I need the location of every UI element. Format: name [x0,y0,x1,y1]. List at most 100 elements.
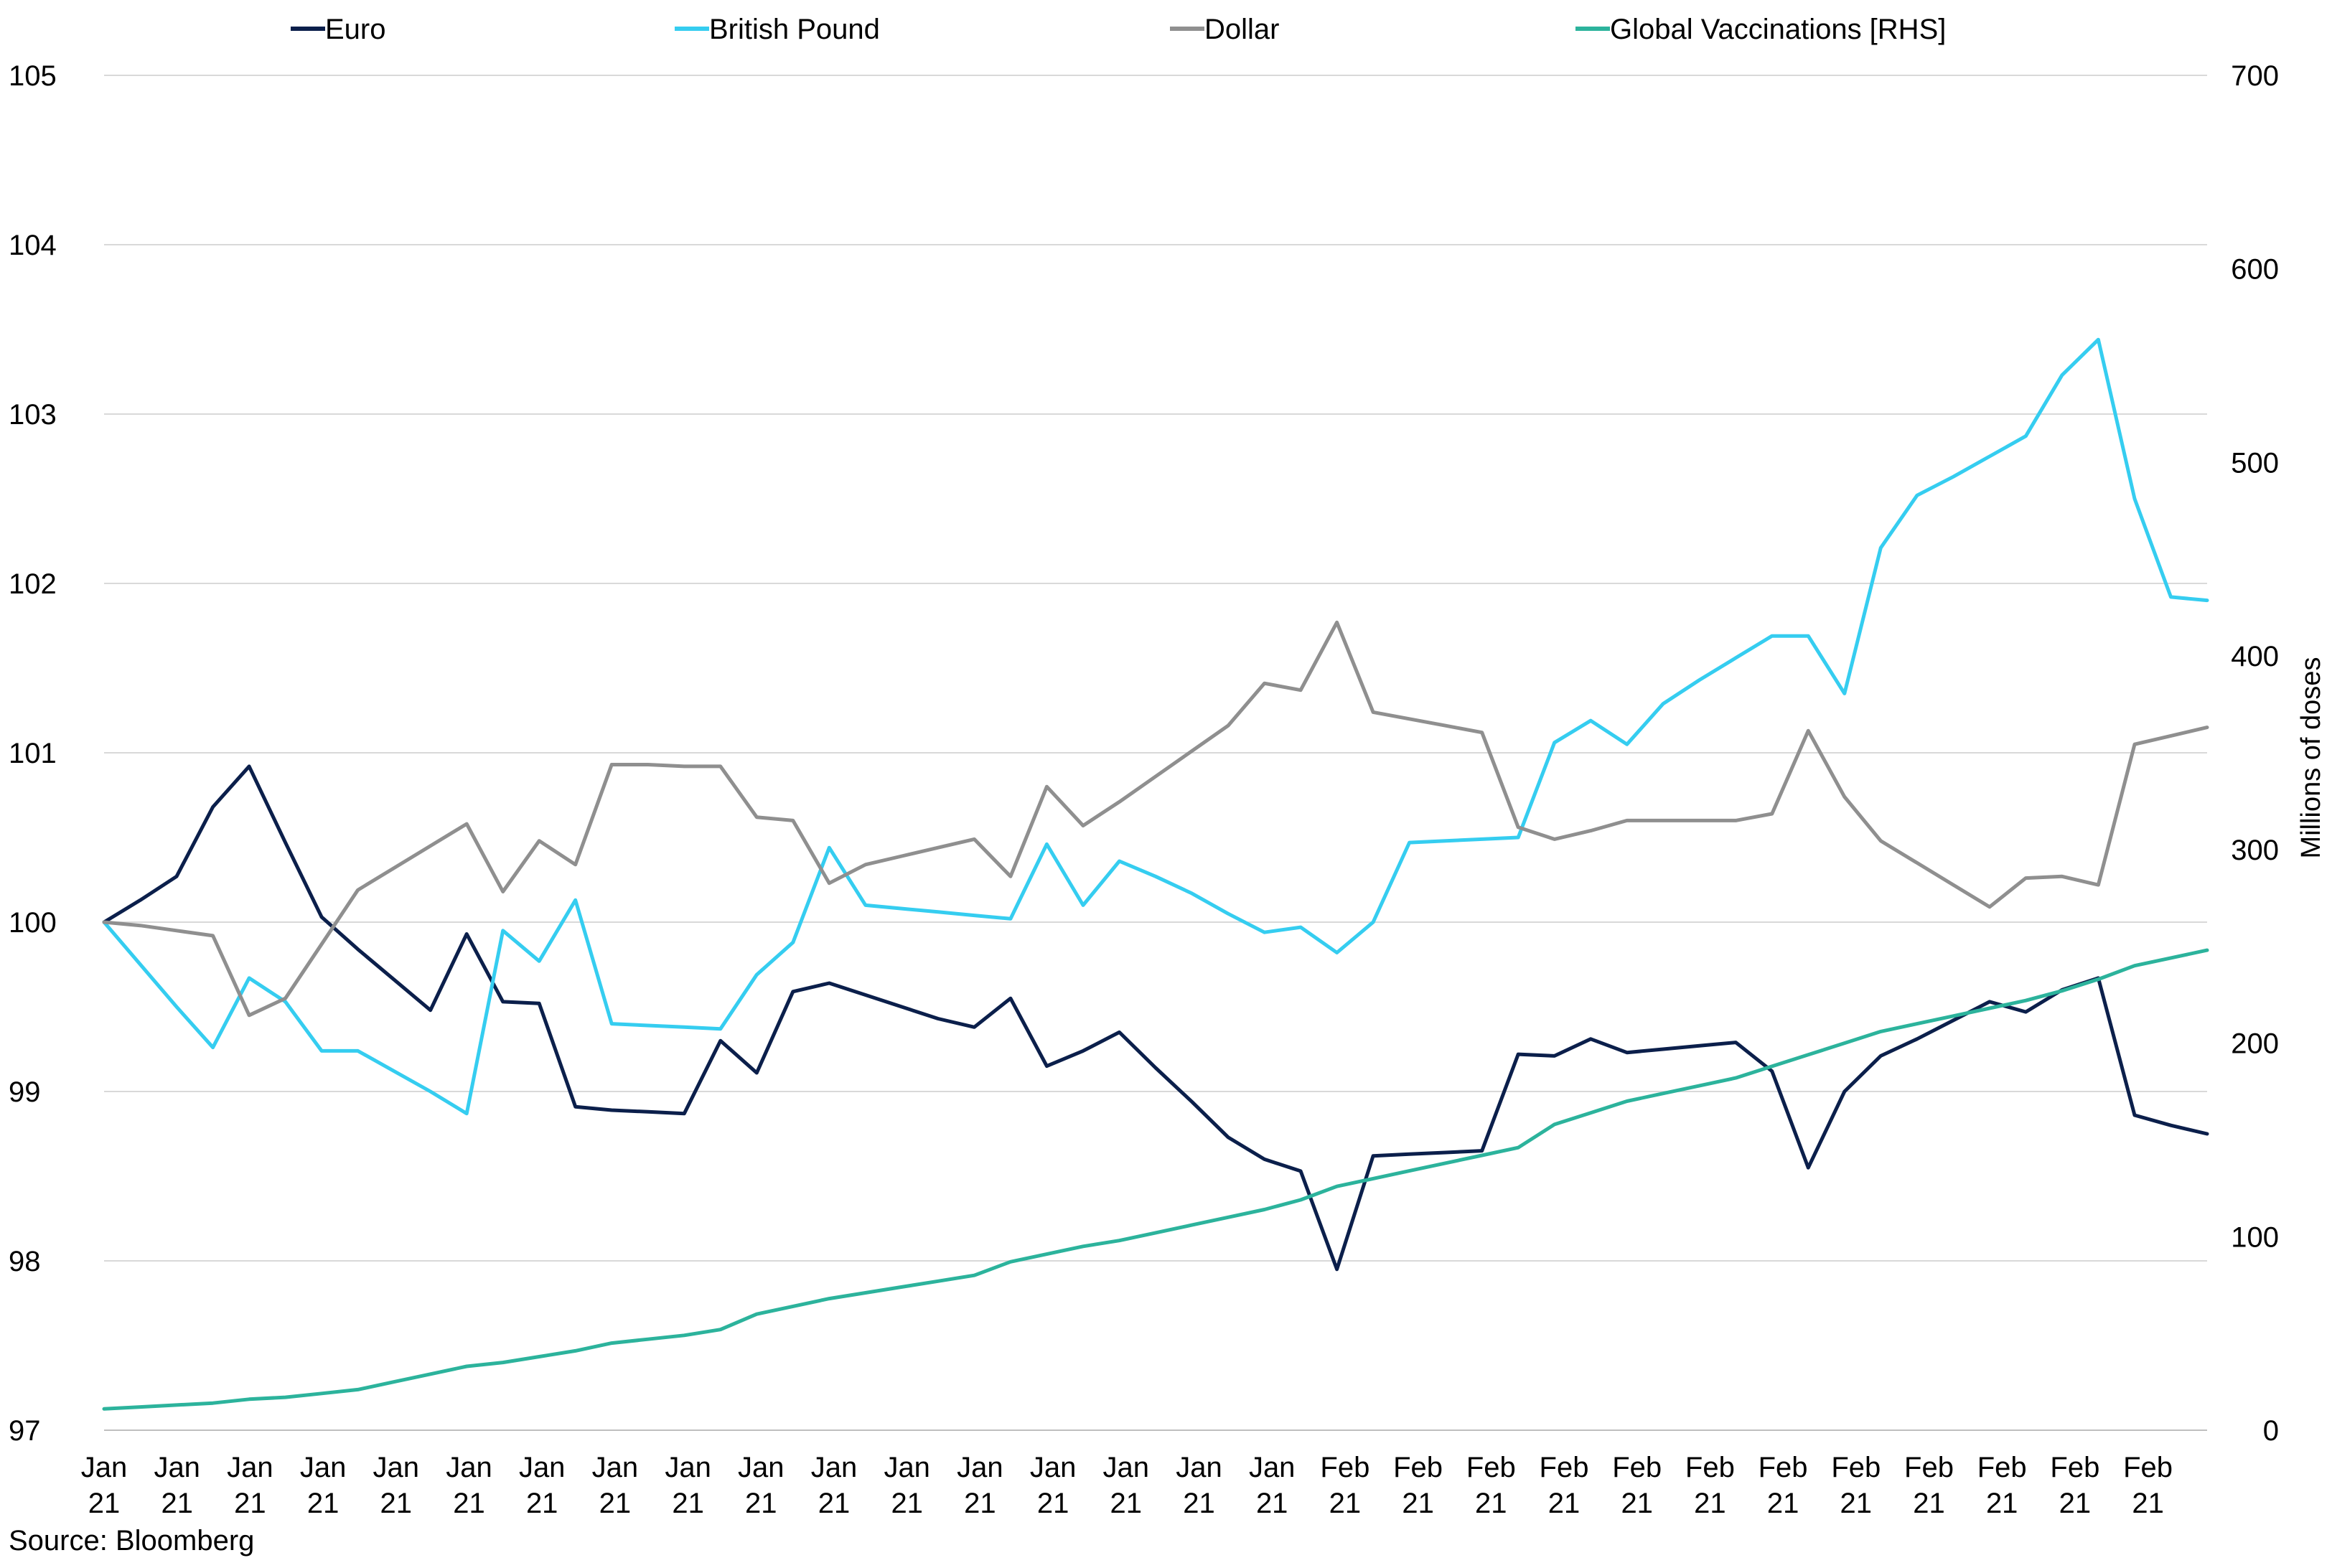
x-tick-month: Feb [1831,1452,1881,1483]
x-tick-label: Feb 21 [1612,1452,1662,1519]
x-tick-year: 21 [1329,1488,1362,1519]
x-tick-label: Feb 21 [1759,1452,1808,1519]
x-tick-month: Jan [1103,1452,1150,1483]
x-tick-year: 21 [599,1488,632,1519]
x-tick-month: Feb [1466,1452,1516,1483]
x-tick-label: Jan 21 [446,1452,492,1519]
left-tick-label: 97 [9,1415,41,1447]
legend-label: Euro [325,14,386,45]
source-note: Source: Bloomberg [9,1525,254,1557]
x-tick-month: Feb [1759,1452,1808,1483]
x-tick-year: 21 [818,1488,851,1519]
x-tick-label: Jan 21 [1176,1452,1222,1519]
x-tick-year: 21 [1621,1488,1653,1519]
x-tick-month: Jan [81,1452,128,1483]
x-tick-label: Jan 21 [81,1452,128,1519]
left-axis: 97 98 99 100 101 102 103 104 105 [9,60,57,1447]
x-tick-month: Feb [2050,1452,2099,1483]
x-tick-month: Jan [592,1452,639,1483]
x-tick-month: Feb [1612,1452,1662,1483]
x-tick-month: Jan [373,1452,420,1483]
x-tick-year: 21 [672,1488,704,1519]
right-axis: 0 100 200 300 400 500 600 700 [2231,60,2279,1447]
x-tick-label: Jan 21 [957,1452,1003,1519]
x-tick-year: 21 [1402,1488,1434,1519]
left-tick-label: 103 [9,399,57,431]
x-tick-month: Jan [227,1452,273,1483]
x-tick-year: 21 [964,1488,996,1519]
right-tick-label: 300 [2231,835,2279,866]
x-tick-year: 21 [1183,1488,1215,1519]
right-tick-label: 400 [2231,641,2279,672]
x-tick-label: Feb 21 [1831,1452,1881,1519]
x-tick-label: Feb 21 [1393,1452,1443,1519]
x-tick-label: Feb 21 [1540,1452,1589,1519]
x-tick-month: Jan [811,1452,858,1483]
x-tick-year: 21 [1475,1488,1507,1519]
x-tick-label: Jan 21 [811,1452,858,1519]
x-tick-month: Feb [1904,1452,1954,1483]
x-tick-label: Jan 21 [300,1452,347,1519]
x-tick-label: Jan 21 [154,1452,200,1519]
legend-label: Dollar [1204,14,1279,45]
right-tick-label: 600 [2231,254,2279,286]
left-tick-label: 105 [9,60,57,92]
x-tick-month: Feb [1977,1452,2027,1483]
series-lines [102,337,2209,1411]
x-tick-month: Feb [2123,1452,2173,1483]
x-tick-label: Jan 21 [1103,1452,1150,1519]
x-tick-month: Jan [738,1452,785,1483]
x-tick-month: Feb [1540,1452,1589,1483]
x-tick-year: 21 [526,1488,558,1519]
right-tick-label: 700 [2231,60,2279,92]
right-axis-title: Millions of doses [2296,657,2326,859]
right-tick-label: 200 [2231,1028,2279,1060]
legend-label: British Pound [709,14,880,45]
x-tick-year: 21 [88,1488,121,1519]
x-tick-year: 21 [1767,1488,1799,1519]
x-tick-year: 21 [1256,1488,1288,1519]
x-tick-label: Feb 21 [2050,1452,2099,1519]
x-tick-label: Feb 21 [2123,1452,2173,1519]
x-tick-month: Jan [300,1452,347,1483]
x-tick-label: Jan 21 [665,1452,711,1519]
x-tick-year: 21 [1548,1488,1581,1519]
x-tick-year: 21 [161,1488,193,1519]
series-line-3 [102,948,2209,1411]
x-tick-year: 21 [234,1488,266,1519]
x-tick-year: 21 [1913,1488,1945,1519]
series-line-1 [102,337,2209,1116]
series-line-0 [102,764,2209,1272]
right-tick-label: 0 [2263,1415,2279,1447]
x-tick-year: 21 [2059,1488,2092,1519]
x-tick-month: Jan [446,1452,492,1483]
legend-label: Global Vaccinations [RHS] [1610,14,1946,45]
x-tick-label: Jan 21 [227,1452,273,1519]
x-tick-label: Feb 21 [1685,1452,1735,1519]
legend: Euro British Pound Dollar Global Vaccinatio… [291,14,1946,45]
x-tick-month: Jan [884,1452,930,1483]
x-tick-year: 21 [1694,1488,1726,1519]
x-tick-label: Feb 21 [1977,1452,2027,1519]
right-tick-label: 500 [2231,447,2279,479]
x-tick-label: Jan 21 [738,1452,785,1519]
x-tick-month: Feb [1393,1452,1443,1483]
left-tick-label: 102 [9,568,57,600]
x-axis: Jan 21 Jan 21 Jan 21 Jan 21 Jan 21 Jan 21 Jan 21 Jan 21… [81,1429,2207,1519]
x-tick-month: Jan [1030,1452,1077,1483]
x-tick-label: Jan 21 [592,1452,639,1519]
x-tick-label: Feb 21 [1320,1452,1369,1519]
x-tick-year: 21 [380,1488,413,1519]
right-tick-label: 100 [2231,1221,2279,1253]
left-tick-label: 100 [9,907,57,939]
x-tick-year: 21 [307,1488,340,1519]
left-tick-label: 99 [9,1076,41,1108]
x-tick-month: Jan [957,1452,1003,1483]
x-tick-label: Jan 21 [1030,1452,1077,1519]
x-tick-month: Jan [1249,1452,1296,1483]
x-tick-month: Jan [665,1452,711,1483]
x-tick-month: Feb [1320,1452,1369,1483]
x-tick-label: Jan 21 [884,1452,930,1519]
x-tick-month: Feb [1685,1452,1735,1483]
